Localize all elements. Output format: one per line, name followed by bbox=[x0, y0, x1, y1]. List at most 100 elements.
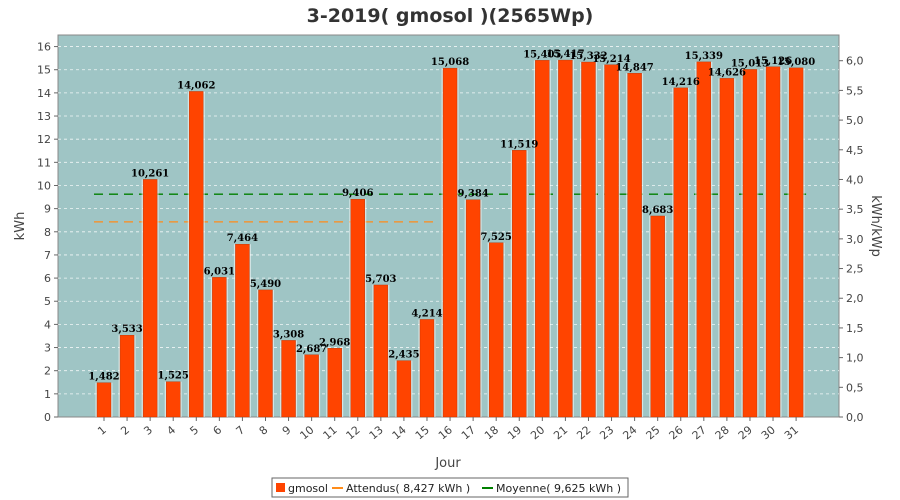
x-tick-label: 3 bbox=[141, 423, 155, 437]
y-tick-label: 5 bbox=[44, 295, 51, 308]
data-label: 10,261 bbox=[131, 168, 169, 179]
x-tick-label: 17 bbox=[459, 423, 478, 442]
data-label: 2,435 bbox=[388, 350, 419, 361]
bar bbox=[96, 382, 112, 418]
bar bbox=[327, 348, 342, 418]
y-tick-label: 7 bbox=[44, 249, 51, 262]
x-tick-label: 6 bbox=[211, 423, 225, 437]
bar bbox=[189, 91, 204, 418]
y-tick-label: 0 bbox=[44, 411, 51, 424]
data-label: 3,308 bbox=[273, 329, 304, 340]
bar bbox=[258, 289, 273, 418]
x-tick-label: 30 bbox=[759, 423, 778, 442]
data-label: 15,417 bbox=[546, 49, 584, 60]
bar bbox=[166, 381, 181, 418]
y-axis-label: kWh bbox=[13, 212, 28, 241]
x-tick-label: 20 bbox=[528, 423, 547, 442]
x-tick-label: 4 bbox=[164, 423, 178, 437]
data-label: 2,687 bbox=[296, 344, 327, 355]
bar bbox=[119, 335, 135, 418]
legend-label-attendus: Attendus( 8,427 kWh ) bbox=[346, 482, 470, 495]
x-tick-label: 26 bbox=[667, 423, 686, 442]
legend-box bbox=[271, 477, 629, 498]
y-tick-label: 15 bbox=[37, 64, 51, 77]
data-labels: 1,482 3,533 10,261 1,525 14,062 6,031 7,464 5,4… bbox=[88, 49, 815, 383]
x-tick-label: 19 bbox=[505, 423, 524, 442]
bar bbox=[419, 319, 435, 418]
y2-axis-label: kWh/kWp bbox=[868, 195, 883, 257]
x-tick-label: 16 bbox=[436, 423, 455, 442]
bar bbox=[512, 150, 527, 418]
y2-tick-label: 2,5 bbox=[846, 263, 864, 276]
bar bbox=[673, 87, 688, 418]
x-tick-label: 9 bbox=[280, 423, 294, 437]
y-tick-label: 8 bbox=[44, 226, 51, 239]
x-tick-label: 11 bbox=[321, 423, 340, 442]
y-tick-label: 4 bbox=[44, 318, 51, 331]
data-label: 8,683 bbox=[642, 205, 673, 216]
x-tick-label: 1 bbox=[95, 423, 109, 437]
x-tick-label: 27 bbox=[690, 423, 709, 442]
y-tick-label: 1 bbox=[44, 388, 51, 401]
bar bbox=[235, 243, 250, 418]
x-tick-label: 7 bbox=[234, 423, 248, 437]
x-tick-label: 25 bbox=[644, 423, 663, 442]
data-label: 9,406 bbox=[342, 188, 373, 199]
bar bbox=[650, 215, 665, 418]
chart-title: 3-2019( gmosol )(2565Wp) bbox=[307, 5, 594, 27]
bar bbox=[488, 242, 504, 418]
bar bbox=[212, 277, 227, 418]
bar bbox=[696, 61, 712, 418]
y2-tick-label: 0,0 bbox=[846, 411, 864, 424]
data-label: 5,703 bbox=[365, 274, 396, 285]
y-tick-label: 13 bbox=[37, 110, 51, 123]
data-label: 14,847 bbox=[615, 62, 653, 73]
data-label: 14,062 bbox=[177, 80, 215, 91]
y-tick-label: 6 bbox=[44, 272, 51, 285]
x-tick-label: 12 bbox=[344, 423, 363, 442]
y2-tick-label: 5,0 bbox=[846, 114, 864, 127]
x-tick-label: 24 bbox=[620, 423, 639, 442]
x-tick-label: 31 bbox=[782, 423, 801, 442]
y2-tick-label: 3,5 bbox=[846, 203, 864, 216]
x-tick-label: 29 bbox=[736, 423, 755, 442]
y2-tick-label: 3,0 bbox=[846, 233, 864, 246]
data-label: 15,405 bbox=[523, 49, 561, 60]
legend-label-gmosol: gmosol bbox=[288, 482, 328, 495]
data-label: 15,068 bbox=[431, 57, 469, 68]
y2-tick-label: 4,5 bbox=[846, 144, 864, 157]
legend-label-moyenne: Moyenne( 9,625 kWh ) bbox=[496, 482, 621, 495]
bar bbox=[788, 67, 804, 418]
data-label: 1,482 bbox=[88, 372, 119, 383]
data-label: 14,626 bbox=[708, 67, 746, 78]
data-label: 7,464 bbox=[227, 233, 258, 244]
x-tick-label: 28 bbox=[713, 423, 732, 442]
data-label: 4,214 bbox=[411, 308, 442, 319]
y2-tick-label: 4,0 bbox=[846, 173, 864, 186]
data-label: 2,968 bbox=[319, 337, 350, 348]
y-tick-label: 11 bbox=[37, 156, 51, 169]
y-tick-label: 2 bbox=[44, 365, 51, 378]
data-label: 15,013 bbox=[731, 58, 769, 69]
data-label: 15,126 bbox=[754, 56, 792, 67]
data-label: 15,339 bbox=[685, 51, 723, 62]
bar bbox=[581, 61, 596, 418]
y2-tick-label: 1,0 bbox=[846, 352, 864, 365]
x-tick-label: 23 bbox=[597, 423, 616, 442]
bar bbox=[281, 340, 296, 418]
data-label: 1,525 bbox=[158, 371, 189, 382]
data-label: 11,519 bbox=[500, 139, 538, 150]
y2-axis-ticks: 0,0 0,5 1,0 1,5 2,0 2,5 3,0 3,5 4,0 4,5 5,0 5,5 6,0 bbox=[839, 55, 864, 424]
bar bbox=[765, 66, 781, 418]
data-label: 3,533 bbox=[111, 324, 142, 335]
x-tick-label: 15 bbox=[413, 423, 432, 442]
bar bbox=[465, 199, 481, 418]
bar bbox=[142, 179, 158, 418]
x-tick-label: 5 bbox=[187, 423, 201, 437]
y2-tick-label: 6,0 bbox=[846, 55, 864, 68]
legend: gmosol Attendus( 8,427 kWh ) Moyenne( 9,… bbox=[271, 477, 629, 498]
y-tick-label: 3 bbox=[44, 342, 51, 355]
y2-tick-label: 2,0 bbox=[846, 292, 864, 305]
y2-tick-label: 5,5 bbox=[846, 84, 864, 97]
